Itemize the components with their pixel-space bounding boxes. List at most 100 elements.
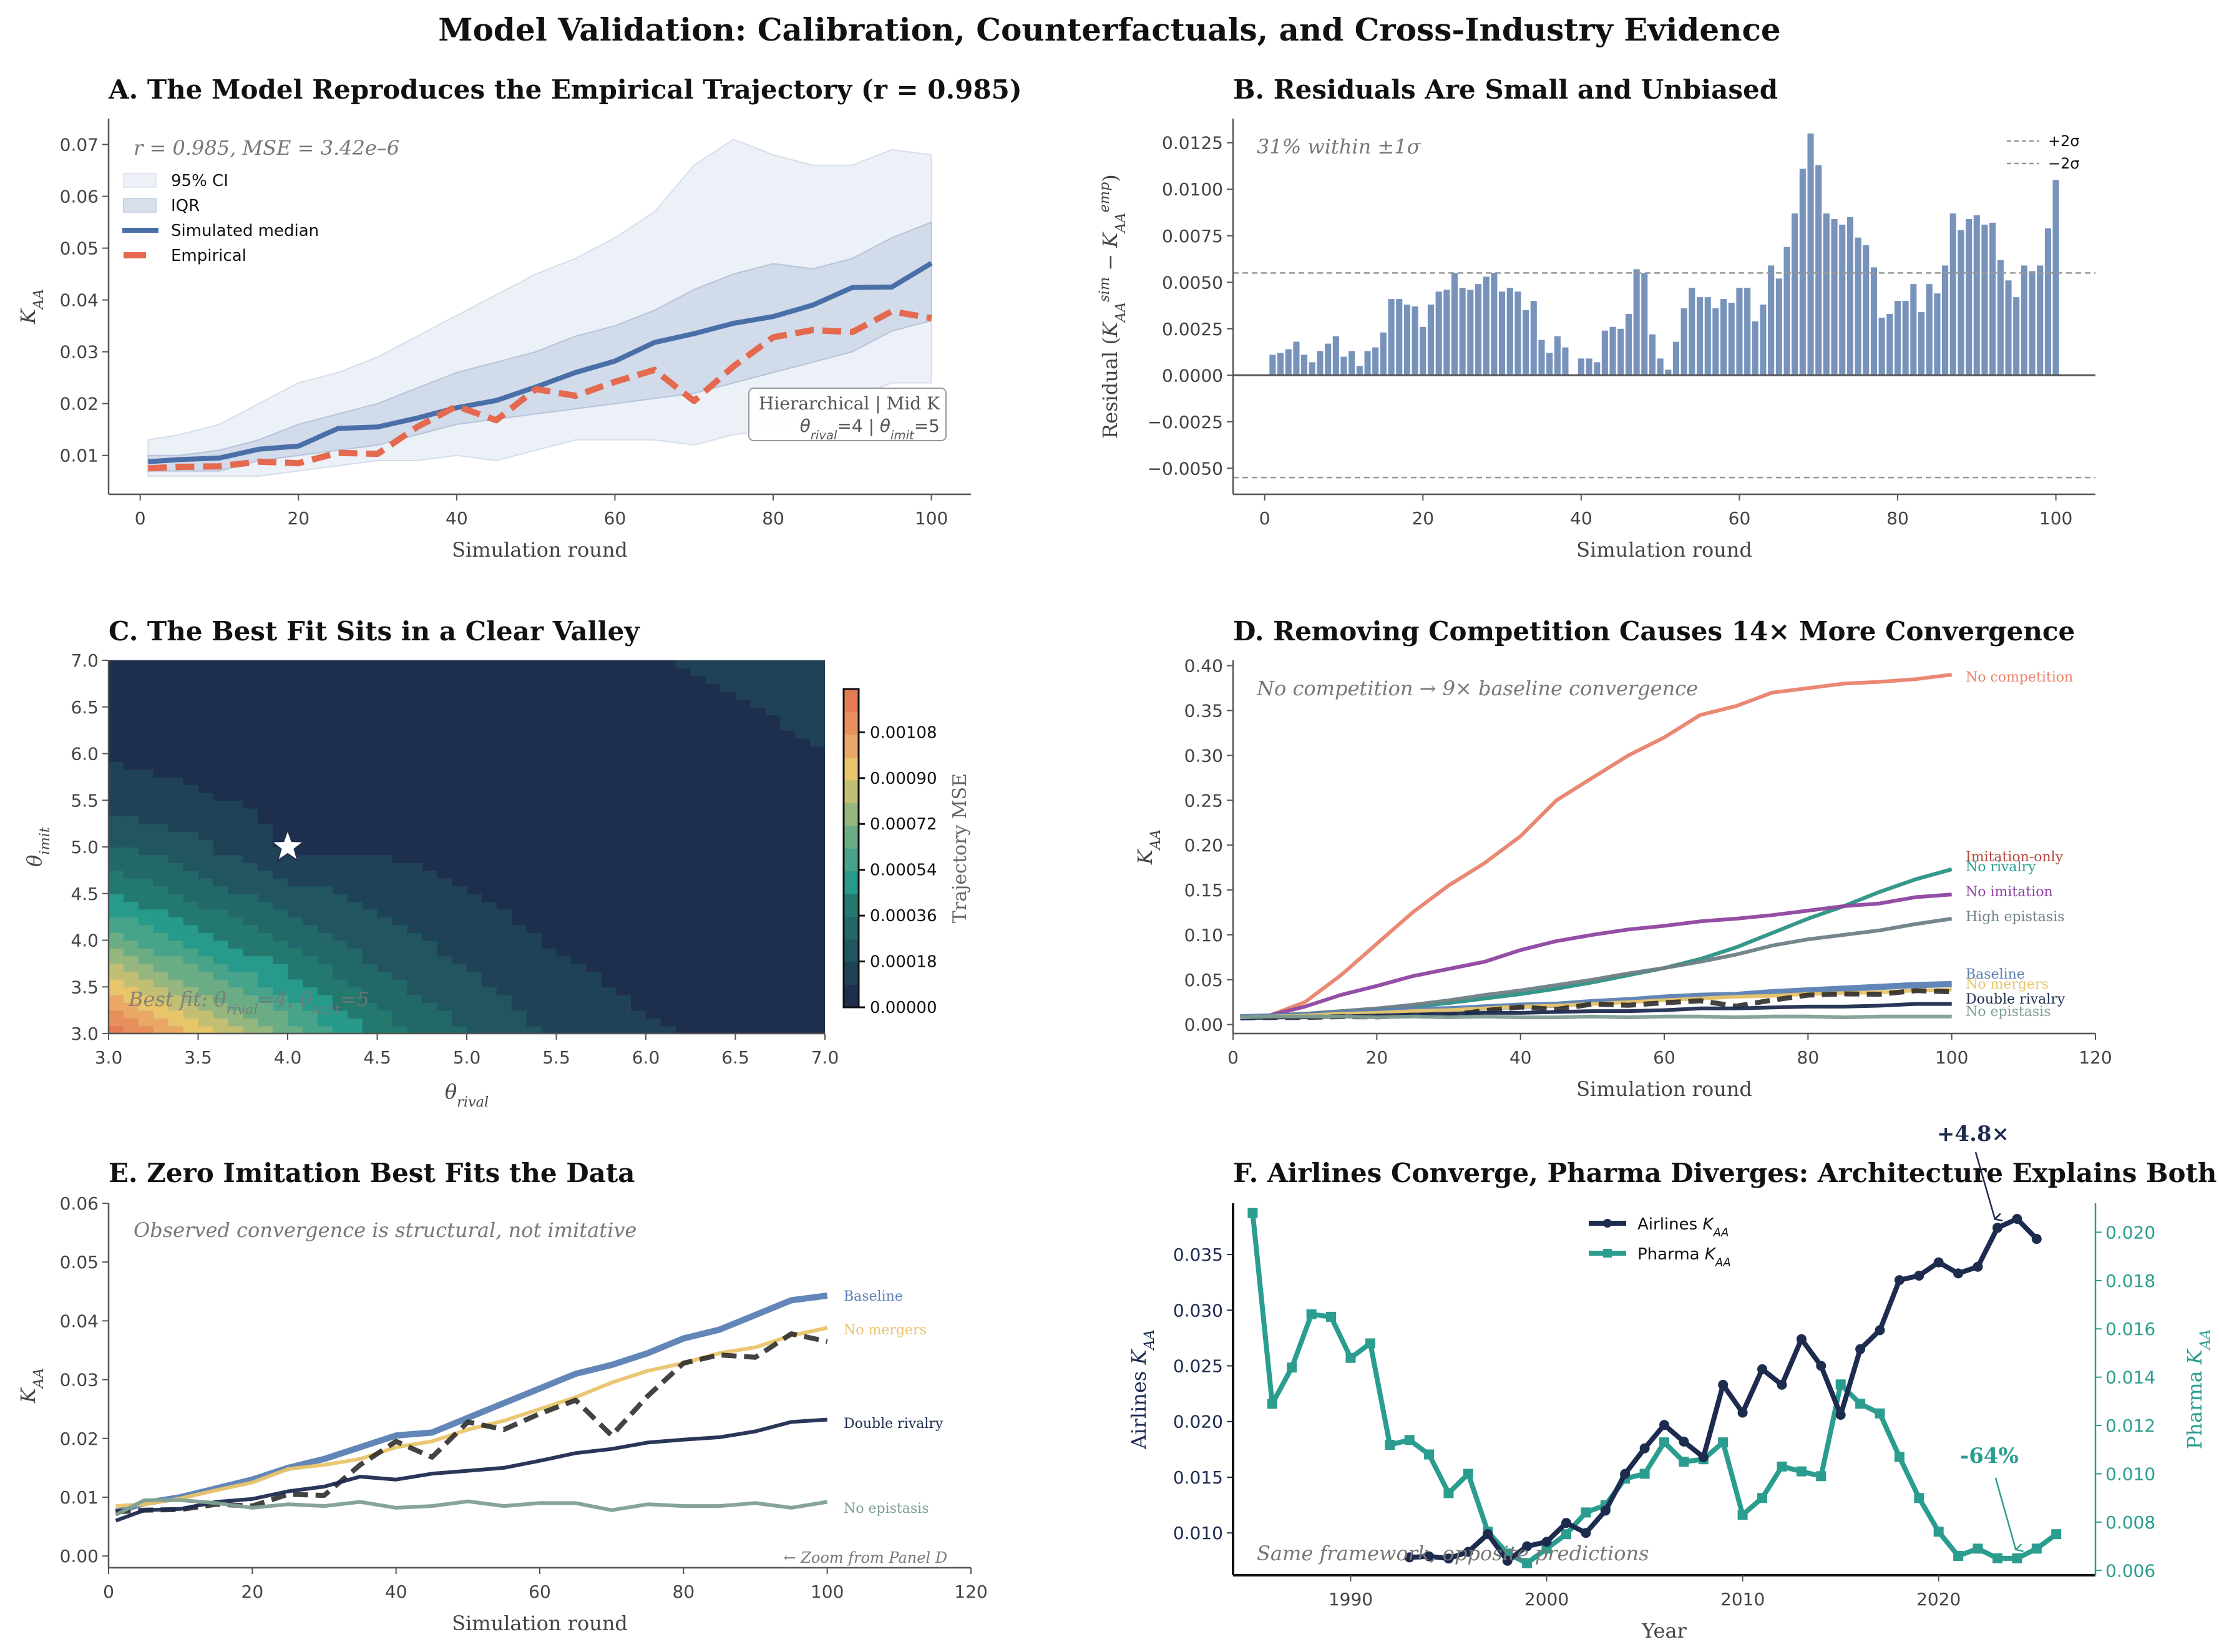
heatmap-cell [616, 675, 632, 685]
heatmap-cell [750, 675, 766, 685]
heatmap-cell [571, 706, 587, 716]
heatmap-cell [780, 668, 796, 677]
heatmap-cell [735, 769, 751, 778]
heatmap-cell [123, 893, 139, 902]
heatmap-cell [243, 699, 258, 708]
heatmap-cell [288, 940, 303, 949]
heatmap-cell [675, 730, 691, 739]
heatmap-cell [810, 738, 825, 746]
residual-bar [1720, 299, 1727, 376]
legend-swatch-iqr [123, 198, 157, 213]
heatmap-cell [810, 979, 825, 988]
heatmap-cell [153, 987, 169, 995]
heatmap-cell [526, 761, 542, 770]
x-tick-label: 40 [1509, 1047, 1532, 1068]
heatmap-cell [198, 776, 214, 786]
heatmap-cell [109, 971, 124, 980]
heatmap-cell [780, 854, 796, 863]
heatmap-cell [511, 994, 527, 1003]
airlines-marker [1541, 1537, 1552, 1547]
heatmap-cell [213, 1002, 229, 1011]
heatmap-cell [660, 800, 676, 809]
heatmap-cell [123, 994, 139, 1003]
heatmap-cell [392, 877, 408, 887]
heatmap-cell [780, 901, 796, 910]
x-tick-label: 20 [287, 508, 310, 529]
heatmap-cell [347, 854, 363, 863]
heatmap-cell [138, 660, 154, 669]
heatmap-cell [616, 971, 632, 980]
heatmap-cell [571, 660, 587, 669]
heatmap-cell [183, 963, 199, 972]
heatmap-cell [138, 831, 154, 840]
legend-marker-airlines [1603, 1219, 1612, 1228]
heatmap-cell [616, 839, 632, 848]
heatmap-cell [258, 730, 273, 739]
heatmap-cell [138, 730, 154, 739]
heatmap-cell [228, 839, 243, 848]
pharma-marker [1404, 1435, 1415, 1445]
heatmap-cell [526, 847, 542, 856]
heatmap-cell [243, 784, 258, 793]
heatmap-cell [705, 706, 721, 716]
heatmap-cell [228, 675, 243, 685]
heatmap-cell [288, 877, 303, 887]
heatmap-cell [467, 746, 482, 755]
heatmap-cell [392, 924, 408, 933]
plot-area [147, 139, 933, 477]
heatmap-cell [705, 816, 721, 824]
heatmap-cell [735, 792, 751, 801]
x-tick-label: 40 [1570, 508, 1592, 529]
heatmap-cell [288, 691, 303, 700]
heatmap-cell [765, 839, 781, 848]
heatmap-cell [347, 924, 363, 933]
heatmap-cell [243, 924, 258, 933]
heatmap-cell [675, 847, 691, 856]
y-tick-label: 0.04 [60, 290, 99, 311]
heatmap-cell [496, 987, 512, 995]
series-lines [1240, 673, 1953, 1021]
heatmap-cell [601, 901, 617, 910]
heatmap-cell [616, 862, 632, 871]
heatmap-cell [496, 808, 512, 816]
heatmap-cell [243, 816, 258, 824]
heatmap-cell [228, 706, 243, 716]
heatmap-cell [168, 924, 184, 933]
residual-bar [1617, 328, 1624, 376]
heatmap-cell [541, 994, 557, 1003]
heatmap-cell [362, 691, 378, 700]
heatmap-cell [243, 691, 258, 700]
heatmap-cell [153, 932, 169, 941]
heatmap-cell [586, 1002, 602, 1011]
pharma-marker [1855, 1399, 1866, 1409]
heatmap-cell [332, 776, 348, 786]
heatmap-cell [362, 675, 378, 685]
heatmap-cell [347, 683, 363, 692]
heatmap-cell [705, 1025, 721, 1034]
heatmap-cell [586, 963, 602, 972]
zoom-from-panel-d-note: ← Zoom from Panel D [784, 1549, 947, 1566]
heatmap-cell [795, 668, 811, 677]
heatmap-cell [765, 909, 781, 917]
heatmap-cell [556, 683, 572, 692]
heatmap-cell [705, 940, 721, 949]
heatmap-cell [705, 761, 721, 770]
heatmap-cell [631, 862, 646, 871]
heatmap-cell [243, 800, 258, 809]
heatmap-cell [437, 730, 452, 739]
heatmap-cell [675, 769, 691, 778]
heatmap-cell [138, 784, 154, 793]
heatmap-cell [467, 948, 482, 957]
heatmap-cell [646, 886, 661, 894]
heatmap-cell [496, 924, 512, 933]
heatmap-cell [332, 901, 348, 910]
heatmap-cell [109, 862, 124, 871]
heatmap-cell [571, 699, 587, 708]
heatmap-cell [571, 776, 587, 786]
heatmap-cell [183, 987, 199, 995]
heatmap-cell [601, 831, 617, 840]
heatmap-cell [273, 917, 288, 926]
heatmap-cell [586, 1018, 602, 1027]
heatmap-cell [198, 675, 214, 685]
heatmap-cell [765, 1018, 781, 1027]
